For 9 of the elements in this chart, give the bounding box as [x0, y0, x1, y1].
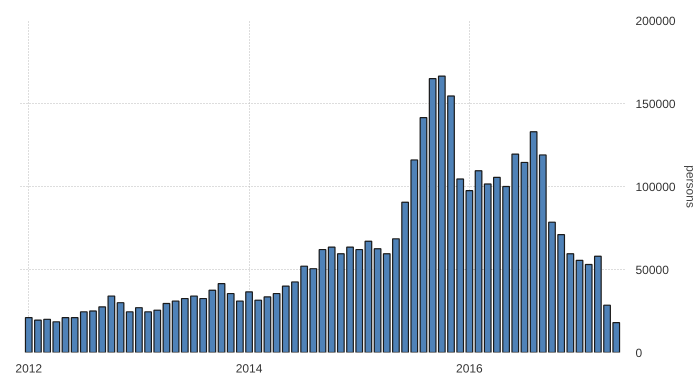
y-tick-label: 200000: [636, 14, 676, 28]
y-axis-title: persons: [684, 165, 698, 208]
y-tick-label: 0: [636, 346, 642, 360]
y-tick-label: 150000: [636, 97, 676, 111]
x-tick-label: 2016: [456, 362, 484, 375]
y-tick-label: 100000: [636, 180, 676, 194]
x-tick-label: 2012: [15, 362, 42, 375]
y-tick-label: 50000: [636, 263, 670, 277]
x-tick-label: 2014: [236, 362, 263, 375]
